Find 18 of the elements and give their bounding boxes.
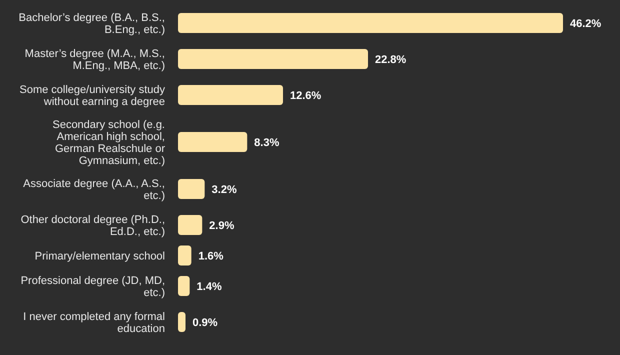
y-tick-label: Professional degree (JD, MD, etc.) bbox=[20, 274, 165, 299]
y-tick-label: Some college/university study without earning a degree bbox=[19, 84, 166, 108]
y-tick-label: Primary/elementary school bbox=[34, 250, 165, 262]
y-tick-label: Secondary school (e.g. American high school, German Realschule or Gymnasium, etc.) bbox=[52, 118, 166, 167]
data-label: 46.2% bbox=[570, 18, 602, 30]
data-label: 8.3% bbox=[254, 136, 280, 149]
y-tick-label: Other doctoral degree (Ph.D., Ed.D., etc.) bbox=[20, 214, 165, 238]
data-label: 1.4% bbox=[196, 280, 222, 293]
y-tick-label: Master’s degree (M.A., M.S., M.Eng., MBA, etc.) bbox=[24, 48, 165, 72]
data-label: 3.2% bbox=[212, 184, 237, 196]
data-label: 22.8% bbox=[375, 54, 406, 66]
y-tick-label: Associate degree (A.A., A.S., etc.) bbox=[23, 178, 165, 202]
data-label: 1.6% bbox=[198, 250, 224, 262]
data-label: 12.6% bbox=[290, 90, 322, 102]
y-tick-label: I never completed any formal education bbox=[23, 310, 165, 335]
data-label: 2.9% bbox=[209, 220, 234, 232]
data-label: 0.9% bbox=[192, 316, 218, 329]
y-tick-label: Bachelor’s degree (B.A., B.S., B.Eng., etc.) bbox=[18, 12, 165, 36]
